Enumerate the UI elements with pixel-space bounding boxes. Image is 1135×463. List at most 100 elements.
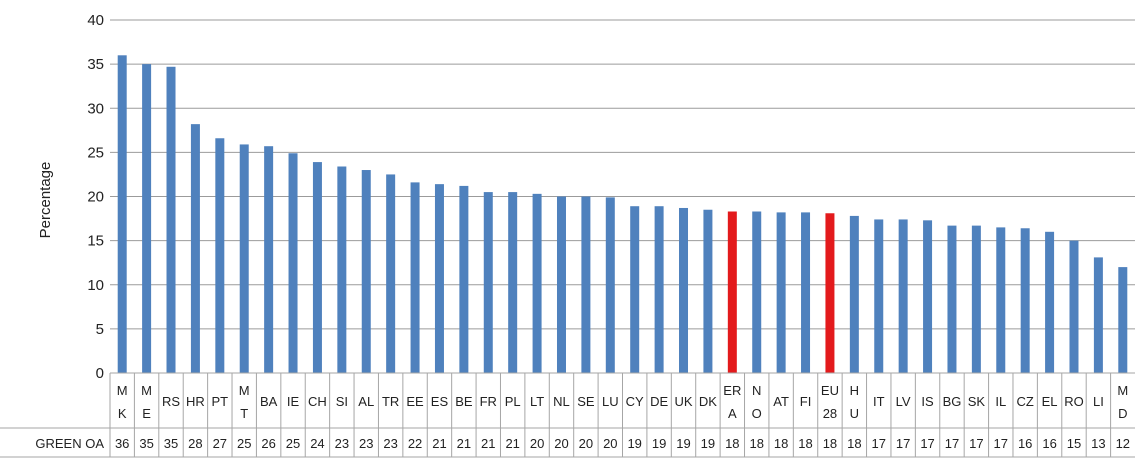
x-tick-label: CH	[308, 394, 327, 409]
x-tick-label: N	[752, 383, 761, 398]
table-cell: 27	[213, 436, 227, 451]
table-cell: 21	[481, 436, 495, 451]
x-tick-label: PT	[212, 394, 229, 409]
bar	[923, 220, 933, 373]
y-tick-label: 25	[87, 144, 104, 161]
x-tick-label: BA	[260, 394, 278, 409]
bar	[971, 225, 981, 373]
x-tick-label: EU	[821, 383, 839, 398]
bar	[215, 138, 225, 373]
table-cell: 21	[432, 436, 446, 451]
x-tick-label: AL	[358, 394, 374, 409]
x-tick-label: CY	[626, 394, 644, 409]
x-tick-label: EL	[1042, 394, 1058, 409]
x-tick-label: M	[239, 383, 250, 398]
bar	[459, 185, 469, 373]
table-cell: 36	[115, 436, 129, 451]
bar	[361, 170, 371, 373]
x-tick-label: RS	[162, 394, 180, 409]
bar	[312, 162, 322, 373]
bar	[1020, 228, 1030, 373]
x-tick-label: LT	[530, 394, 544, 409]
bar	[752, 211, 762, 373]
x-tick-label: LV	[896, 394, 911, 409]
x-tick-label: SE	[577, 394, 595, 409]
y-tick-label: 15	[87, 233, 104, 250]
y-tick-label: 30	[87, 100, 104, 117]
x-tick-label: NL	[553, 394, 570, 409]
bar	[605, 197, 615, 373]
table-cell: 17	[945, 436, 959, 451]
bar	[996, 227, 1006, 373]
table-cell: 23	[359, 436, 373, 451]
bar	[1045, 231, 1055, 373]
x-tick-label: LI	[1093, 394, 1104, 409]
table-cell: 20	[554, 436, 568, 451]
table-cell: 35	[139, 436, 153, 451]
table-cell: 17	[969, 436, 983, 451]
table-cell: 19	[627, 436, 641, 451]
bar	[801, 212, 811, 373]
x-tick-label: U	[850, 406, 859, 421]
y-axis-label: Percentage	[37, 162, 54, 239]
table-cell: 18	[823, 436, 837, 451]
x-tick-label: O	[752, 406, 762, 421]
bar	[776, 212, 786, 373]
bar	[1118, 267, 1128, 373]
y-tick-label: 5	[96, 321, 104, 338]
table-cell: 17	[896, 436, 910, 451]
bar	[630, 206, 640, 373]
x-tick-label: T	[240, 406, 248, 421]
bar	[337, 166, 347, 373]
y-tick-label: 0	[96, 365, 104, 382]
bar	[508, 192, 518, 373]
table-cell: 26	[261, 436, 275, 451]
x-tick-label: D	[1118, 406, 1127, 421]
grid-lines	[110, 19, 1135, 330]
x-tick-label: ER	[723, 383, 741, 398]
table-cell: 18	[847, 436, 861, 451]
bar	[117, 55, 127, 374]
x-tick-label: PL	[505, 394, 521, 409]
x-tick-label: K	[118, 406, 127, 421]
bar	[386, 174, 396, 373]
y-axis-ticks: 0 5 10 15 20 25 30 35 40	[87, 12, 104, 382]
x-tick-label: AT	[773, 394, 789, 409]
bar	[556, 196, 566, 373]
x-tick-label: EE	[406, 394, 424, 409]
bar	[166, 66, 176, 374]
x-tick-label: TR	[382, 394, 399, 409]
bar	[264, 146, 274, 373]
table-cell: 16	[1042, 436, 1056, 451]
table-cell: 22	[408, 436, 422, 451]
bar	[288, 153, 298, 373]
table-cell: 19	[652, 436, 666, 451]
table-cell: 23	[335, 436, 349, 451]
x-tick-label: A	[728, 406, 737, 421]
table-cell: 35	[164, 436, 178, 451]
bar	[410, 182, 420, 373]
x-tick-label: BE	[455, 394, 473, 409]
table-cell: 17	[920, 436, 934, 451]
bar	[434, 184, 444, 373]
table-row-header: GREEN OA	[35, 436, 104, 451]
x-tick-label: HR	[186, 394, 205, 409]
x-tick-label: LU	[602, 394, 619, 409]
x-tick-label: CZ	[1017, 394, 1034, 409]
x-tick-label: DK	[699, 394, 717, 409]
bar	[483, 192, 493, 373]
table-cell: 20	[603, 436, 617, 451]
bar-highlighted	[825, 213, 835, 373]
bar	[849, 215, 859, 373]
y-tick-label: 35	[87, 56, 104, 73]
y-tick-label: 40	[87, 12, 104, 29]
x-tick-label: RO	[1064, 394, 1084, 409]
x-tick-label: 28	[823, 406, 837, 421]
table-cell: 19	[701, 436, 715, 451]
bar	[1069, 240, 1079, 373]
bar	[581, 196, 591, 373]
x-tick-label: FI	[800, 394, 812, 409]
table-cell: 15	[1067, 436, 1081, 451]
